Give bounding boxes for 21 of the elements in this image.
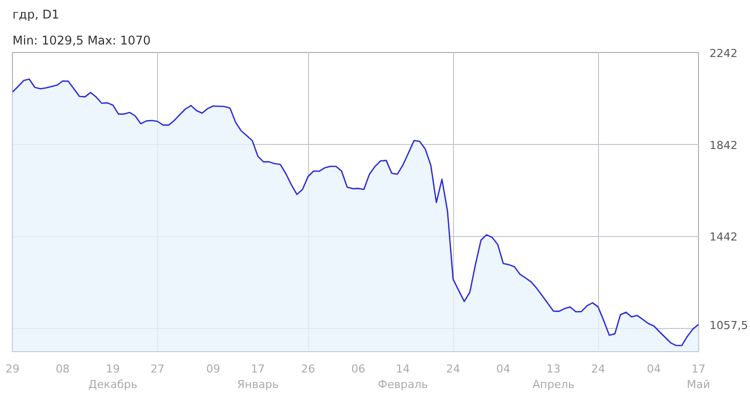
y-tick-label: 1842 <box>710 138 738 152</box>
x-tick-label: 24 <box>591 362 606 376</box>
x-tick-label: 24 <box>446 362 460 376</box>
x-tick-label: 29 <box>6 362 20 376</box>
x-tick-label: 14 Февраль <box>378 362 428 392</box>
y-tick-label: 2242 <box>710 47 738 60</box>
x-tick-label: 17 Январь <box>237 362 279 392</box>
x-tick-label: 17 Май <box>686 362 710 392</box>
x-tick-label: 04 <box>646 362 661 376</box>
x-tick-label: 09 <box>206 362 220 376</box>
x-tick-label: 06 <box>351 362 366 376</box>
x-tick-label: 26 <box>301 362 316 376</box>
x-tick-label: 04 <box>496 362 510 376</box>
chart-title: гдр, D1 <box>12 8 60 22</box>
y-tick-label: 1442 <box>710 230 738 244</box>
x-tick-label: 19 Декабрь <box>88 362 138 392</box>
data-label: 1057,5 <box>710 319 748 332</box>
x-tick-label: 08 <box>56 362 70 376</box>
x-tick-label: 27 <box>150 362 165 376</box>
chart-subtitle: Min: 1029,5 Max: 1070 <box>12 34 151 48</box>
x-tick-label: 13 Апрель <box>532 362 574 392</box>
